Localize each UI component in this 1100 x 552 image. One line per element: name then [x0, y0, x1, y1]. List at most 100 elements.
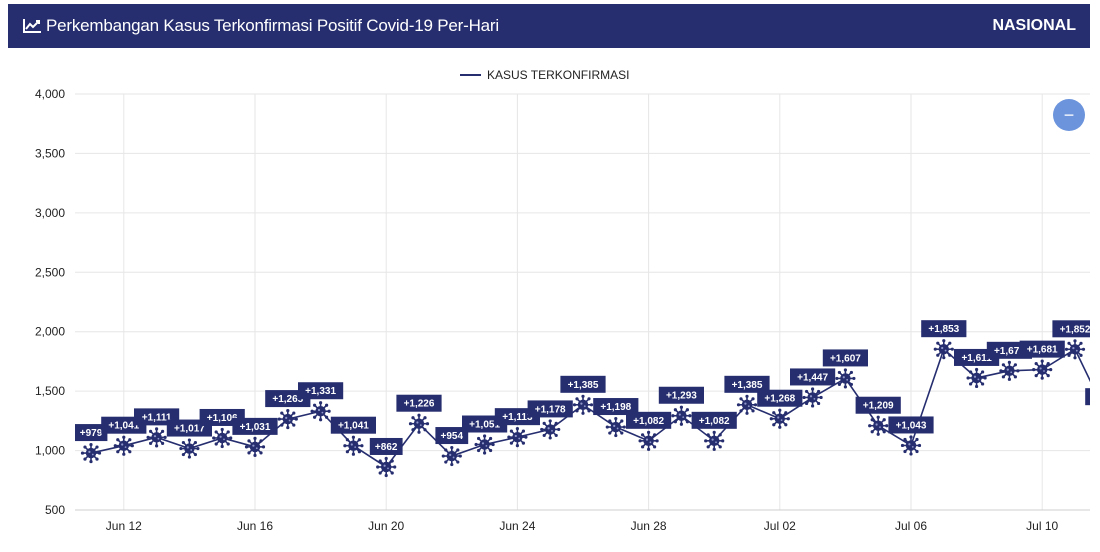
data-label: +1,082 [626, 411, 672, 429]
zoom-out-button[interactable]: − [1053, 99, 1085, 131]
data-label-text: +1,178 [535, 404, 566, 415]
data-point[interactable] [179, 438, 200, 459]
data-label-text: +1,385 [732, 380, 763, 391]
data-label-text: +1,681 [1027, 345, 1058, 356]
data-label-text: +1,017 [174, 424, 205, 435]
data-point[interactable] [638, 430, 659, 451]
data-label-box [330, 416, 376, 434]
y-tick-label: 2,000 [35, 325, 65, 339]
data-point[interactable] [933, 339, 954, 360]
x-tick-label: Jun 24 [499, 519, 535, 533]
data-point[interactable] [769, 408, 790, 429]
data-point[interactable] [343, 435, 364, 456]
data-point[interactable] [605, 416, 626, 438]
y-tick-label: 1,500 [35, 384, 65, 398]
data-label: +1,268 [757, 389, 803, 407]
data-point[interactable] [835, 368, 856, 389]
data-point[interactable] [408, 413, 430, 434]
data-point[interactable] [966, 367, 987, 389]
data-point[interactable] [572, 394, 594, 415]
data-label: +1,281 [1085, 388, 1100, 406]
data-label-box [888, 416, 934, 434]
y-tick-label: 1,000 [35, 444, 65, 458]
minus-icon: − [1063, 105, 1075, 125]
y-tick-label: 3,500 [35, 146, 65, 160]
data-label-box [921, 320, 967, 338]
data-point[interactable] [310, 401, 331, 422]
data-label-text: +1,106 [207, 413, 238, 424]
chart-title: Perkembangan Kasus Terkonfirmasi Positif… [46, 16, 499, 35]
data-label-text: +1,293 [666, 391, 697, 402]
data-label-box [527, 400, 573, 418]
data-label: +1,293 [658, 386, 704, 404]
data-point[interactable] [540, 419, 561, 440]
data-point[interactable] [441, 445, 462, 467]
data-point[interactable] [999, 360, 1020, 381]
plot-area: +979+1,041+1,111+1,017+1,106+1,031+1,265… [75, 320, 1100, 478]
data-label: +1,043 [888, 416, 934, 434]
data-label-text: +1,611 [961, 353, 992, 364]
y-tick-label: 3,000 [35, 206, 65, 220]
data-label-box [790, 368, 836, 386]
data-point[interactable] [802, 387, 823, 408]
data-point[interactable] [277, 408, 298, 430]
data-point[interactable] [868, 415, 889, 436]
data-label-text: +1,082 [699, 416, 730, 427]
data-label-text: +1,041 [108, 421, 139, 432]
data-label: +1,852 [1052, 320, 1090, 338]
data-label: +1,681 [1019, 340, 1065, 358]
data-label: +1,209 [855, 396, 901, 414]
y-tick-label: 500 [45, 503, 65, 517]
data-point[interactable] [671, 405, 692, 426]
data-point[interactable] [113, 435, 134, 456]
data-label-text: +1,607 [830, 353, 861, 364]
data-label-text: +1,281 [1092, 392, 1100, 403]
data-label-text: +1,268 [764, 394, 795, 405]
data-point[interactable] [474, 434, 495, 455]
data-point[interactable] [704, 430, 725, 451]
data-label-box [298, 382, 344, 400]
data-label-text: +1,043 [896, 420, 927, 431]
data-point[interactable] [376, 456, 397, 478]
data-label-box [75, 424, 108, 442]
data-point[interactable] [1064, 339, 1086, 360]
data-label: +1,385 [724, 375, 770, 393]
data-label: +979 [75, 424, 108, 442]
data-label-text: +1,209 [863, 401, 894, 412]
data-point[interactable] [900, 435, 922, 456]
data-label: +1,607 [822, 349, 868, 367]
data-point[interactable] [212, 427, 233, 449]
chart-area: KASUS TERKONFIRMASI 500 1,000 1,500 2,000 2,5… [0, 48, 1100, 547]
data-label-text: +1,031 [240, 422, 271, 433]
data-label-text: +954 [441, 431, 464, 442]
x-tick-label: Jun 20 [368, 519, 404, 533]
data-label: +1,198 [593, 398, 639, 416]
data-label-box [1019, 340, 1065, 358]
data-label-text: +1,082 [633, 416, 664, 427]
data-point[interactable] [1032, 359, 1053, 380]
data-label-box [822, 349, 868, 367]
data-point[interactable] [80, 442, 102, 464]
data-label-box [1085, 388, 1090, 406]
data-label-box [626, 411, 672, 429]
header-left: Perkembangan Kasus Terkonfirmasi Positif… [22, 16, 499, 36]
data-point[interactable] [244, 436, 266, 457]
data-label-text: +1,111 [142, 412, 172, 423]
data-label-text: +862 [375, 442, 398, 453]
data-point[interactable] [507, 427, 528, 448]
data-point[interactable] [736, 394, 758, 415]
data-point[interactable] [146, 427, 167, 448]
line-chart-icon [23, 19, 41, 33]
data-label-box [691, 411, 737, 429]
legend[interactable]: KASUS TERKONFIRMASI [460, 68, 629, 82]
data-label: +1,447 [790, 368, 836, 386]
x-tick-label: Jun 28 [631, 519, 667, 533]
chart-header: Perkembangan Kasus Terkonfirmasi Positif… [8, 4, 1090, 48]
y-tick-label: 4,000 [35, 87, 65, 101]
x-tick-label: Jul 10 [1026, 519, 1058, 533]
x-tick-label: Jun 16 [237, 519, 273, 533]
x-tick-label: Jun 12 [106, 519, 142, 533]
data-label: +1,041 [330, 416, 376, 434]
data-label-text: +979 [80, 428, 103, 439]
data-label: +1,178 [527, 400, 573, 418]
